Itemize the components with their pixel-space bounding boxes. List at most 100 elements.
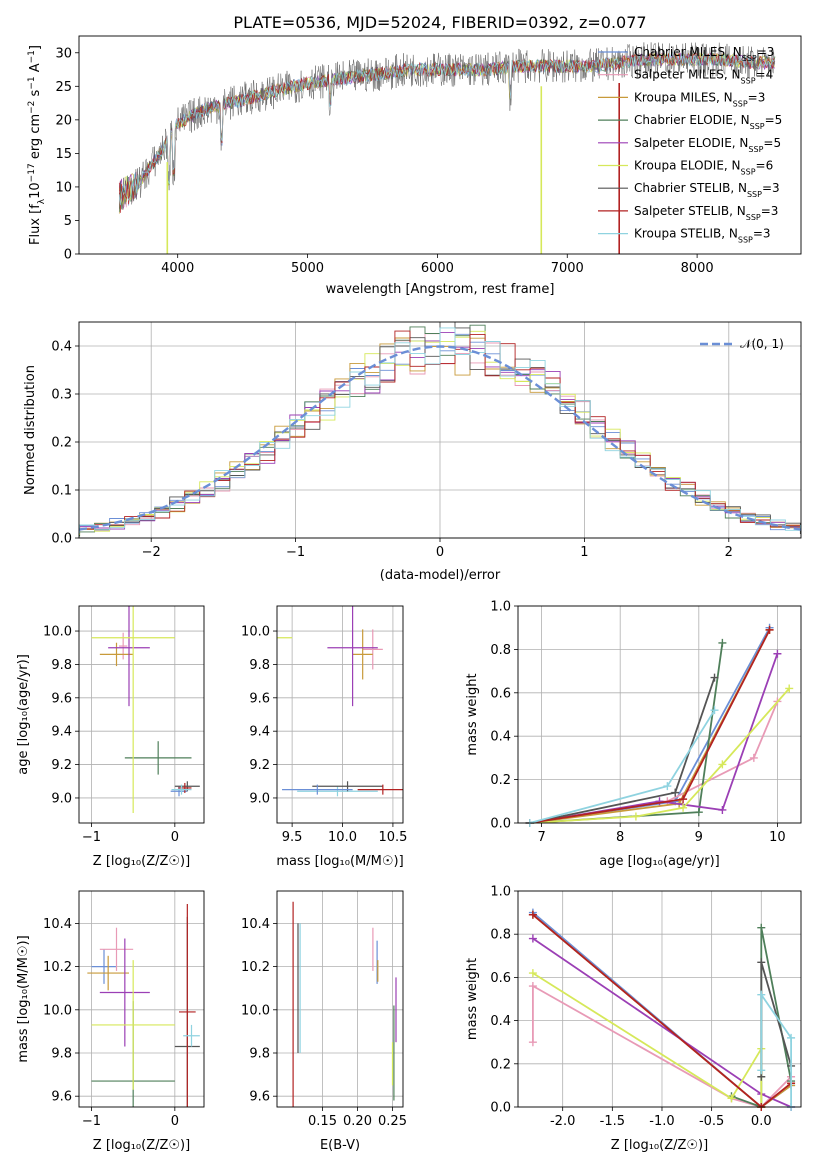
legend-label-sub: SSP <box>748 144 763 153</box>
axes-frame <box>517 890 802 1108</box>
x-axis-label: wavelength [Angstrom, rest frame] <box>326 282 555 297</box>
legend-label-sub: SSP <box>750 122 765 131</box>
tick-label-x: 4000 <box>161 261 194 276</box>
y-axis-label-part: −1 <box>27 76 37 89</box>
tick-label-x: 0.25 <box>378 1114 407 1129</box>
legend-label-8: Kroupa STELIB, NSSP=3 <box>634 227 771 245</box>
tick-label-x: 10.5 <box>378 830 407 845</box>
legend-label-main: Kroupa MILES, N <box>634 90 733 104</box>
weight-series-5 <box>532 972 763 1107</box>
weight-marker <box>671 788 680 797</box>
normal-curve <box>79 345 801 531</box>
weight-marker <box>710 673 719 682</box>
x-axis-label: Z [log₁₀(Z/Z☉)] <box>93 1138 190 1153</box>
legend-label-3: Chabrier ELODIE, NSSP=5 <box>634 113 782 131</box>
tick-label-y: 15 <box>55 147 72 162</box>
tick-label-y: 0 <box>64 248 72 263</box>
axes-frame <box>276 605 404 824</box>
weight-lines <box>525 623 794 827</box>
tick-label-x: 0 <box>436 545 444 560</box>
weight-series-2 <box>529 629 771 824</box>
weight-series-6 <box>529 677 716 824</box>
legend-label-tail: =3 <box>753 227 771 241</box>
tick-label-x: 10.0 <box>328 830 357 845</box>
y-axis-label-part: −1 <box>27 50 37 63</box>
tick-label-y: 0.0 <box>51 532 72 547</box>
tick-label-x: 2 <box>725 545 733 560</box>
tick-label-y: 0.1 <box>51 484 72 499</box>
legend-label-sub: SSP <box>742 54 757 63</box>
tick-label-y: 9.4 <box>249 725 270 740</box>
tick-label-y: 10.0 <box>43 1003 72 1018</box>
panel-mass-vs-reddening: 0.15 0.20 0.25 9.6 9.8 10.0 10.2 10.4 E(B-V) <box>241 890 407 1153</box>
tick-label-x: 8 <box>616 830 624 845</box>
x-axis-label: E(B-V) <box>320 1138 360 1153</box>
legend-label-sub: SSP <box>738 235 753 244</box>
spectrum-lines <box>118 42 776 254</box>
errorbars <box>91 606 200 813</box>
histogram-series-8 <box>79 327 801 534</box>
y-axis-label: Normed distribution <box>23 365 38 495</box>
weight-series-0 <box>529 627 771 824</box>
tick-label-x: 0.20 <box>343 1114 372 1129</box>
tick-label-y: 25 <box>55 80 72 95</box>
panel-age-vs-mass: 9.5 10.0 10.5 9.0 9.2 9.4 9.6 9.8 10.0 mass [log₁… <box>241 605 407 869</box>
tick-label-y: 0.6 <box>490 686 511 701</box>
tick-label-x: 9 <box>695 830 703 845</box>
weight-marker <box>528 1038 537 1047</box>
tick-label-y: 10.2 <box>43 960 72 975</box>
tick-label-y: 9.2 <box>249 758 270 773</box>
chart-title: PLATE=0536, MJD=52024, FIBERID=0392, z=0… <box>233 13 646 32</box>
panel-age-vs-metallicity: −1 0 9.0 9.2 9.4 9.6 9.8 10.0 Z [log₁₀(Z/Z☉)] age… <box>16 605 205 869</box>
legend-label-sub: SSP <box>746 212 761 221</box>
legend-label-tail: =3 <box>762 181 780 195</box>
tick-label-y: 0.6 <box>490 971 511 986</box>
legend-label-main: Salpeter MILES, N <box>634 68 741 82</box>
legend-label-1: Salpeter MILES, NSSP=4 <box>634 68 773 86</box>
x-axis-label: age [log₁₀(age/yr)] <box>599 854 720 869</box>
tick-label-x: 7000 <box>551 261 584 276</box>
y-axis-label-part: A <box>28 63 43 76</box>
weight-marker <box>528 934 537 943</box>
weight-series-8 <box>760 991 792 1107</box>
weight-marker <box>679 803 688 812</box>
weight-marker <box>528 982 537 991</box>
tick-label-x: −1 <box>82 830 101 845</box>
x-axis-label: Z [log₁₀(Z/Z☉)] <box>93 854 190 869</box>
tick-label-y: 9.8 <box>249 1047 270 1062</box>
tick-label-x: 0 <box>171 830 179 845</box>
y-axis-label: mass [log₁₀(M/M☉)] <box>16 935 31 1062</box>
legend-label-main: Chabrier ELODIE, N <box>634 113 750 127</box>
tick-label-y: 9.8 <box>51 658 72 673</box>
tick-label-x: −2 <box>142 545 161 560</box>
weight-marker <box>528 969 537 978</box>
x-axis-label: (data-model)/error <box>380 568 501 583</box>
tick-label-y: 9.6 <box>249 1090 270 1105</box>
legend-label-sub: SSP <box>747 190 762 199</box>
weight-marker <box>718 638 727 647</box>
weight-marker <box>765 625 774 634</box>
panel-residual-distribution: −2 −1 0 1 2 0.0 0.1 0.2 0.3 0.4 (data-model)/error… <box>23 321 802 583</box>
tick-label-y: 0.4 <box>51 340 72 355</box>
legend-label-tail: =5 <box>763 136 781 150</box>
tick-label-y: 9.4 <box>51 725 72 740</box>
tick-label-y: 0.3 <box>51 388 72 403</box>
tick-label-x: -0.5 <box>699 1114 724 1129</box>
legend-label-main: Chabrier MILES, N <box>634 45 742 59</box>
panel-mass-vs-metallicity: −1 0 9.6 9.8 10.0 10.2 10.4 Z [log₁₀(Z/Z☉)] mass… <box>16 890 205 1153</box>
legend-label-sub: SSP <box>733 99 748 108</box>
legend-label-tail: =4 <box>756 68 774 82</box>
tick-label-x: 5000 <box>291 261 324 276</box>
axes-frame <box>78 35 802 255</box>
weight-marker <box>694 808 703 817</box>
tick-label-y: 10.2 <box>241 960 270 975</box>
weight-marker <box>773 649 782 658</box>
tick-label-y: 10.0 <box>241 1003 270 1018</box>
tick-label-y: 9.6 <box>249 691 270 706</box>
y-axis-label-part: 10 <box>28 182 43 199</box>
legend-label-tail: =5 <box>765 113 783 127</box>
errorbars <box>277 606 403 797</box>
tick-label-y: 9.2 <box>51 758 72 773</box>
tick-label-y: 0.2 <box>490 773 511 788</box>
tick-label-y: 0.8 <box>490 643 511 658</box>
